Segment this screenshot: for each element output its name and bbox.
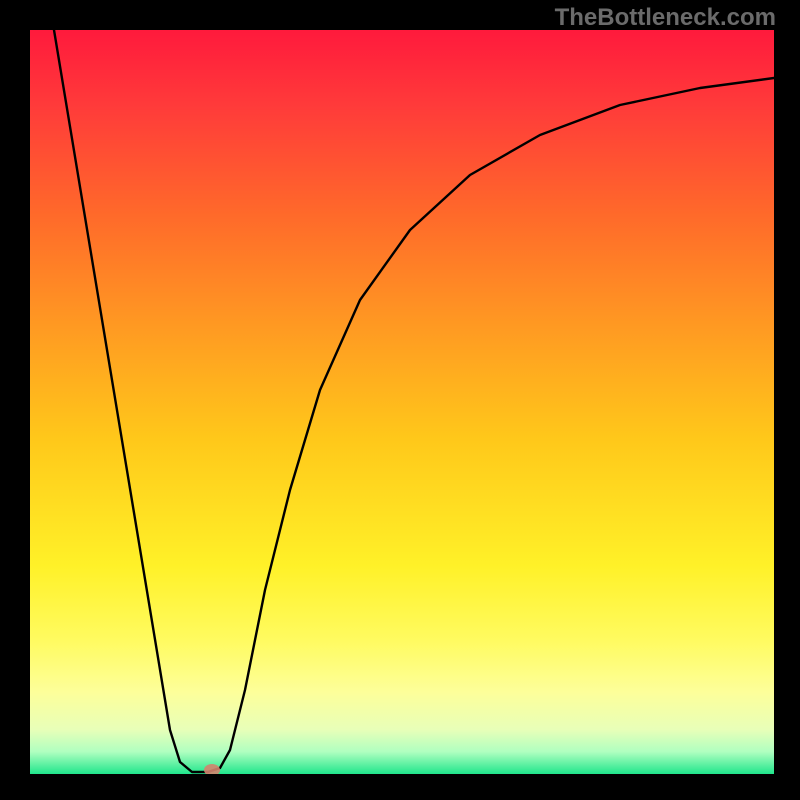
bottleneck-chart: TheBottleneck.com [0,0,800,800]
bottleneck-curve [54,30,774,772]
optimum-marker [204,764,220,774]
plot-area [30,30,774,774]
watermark-text: TheBottleneck.com [555,4,776,32]
curve-layer [30,30,774,774]
